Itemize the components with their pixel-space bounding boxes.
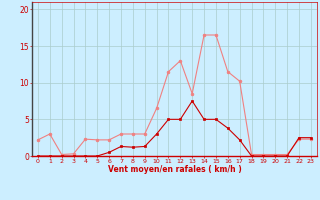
X-axis label: Vent moyen/en rafales ( km/h ): Vent moyen/en rafales ( km/h ) <box>108 165 241 174</box>
